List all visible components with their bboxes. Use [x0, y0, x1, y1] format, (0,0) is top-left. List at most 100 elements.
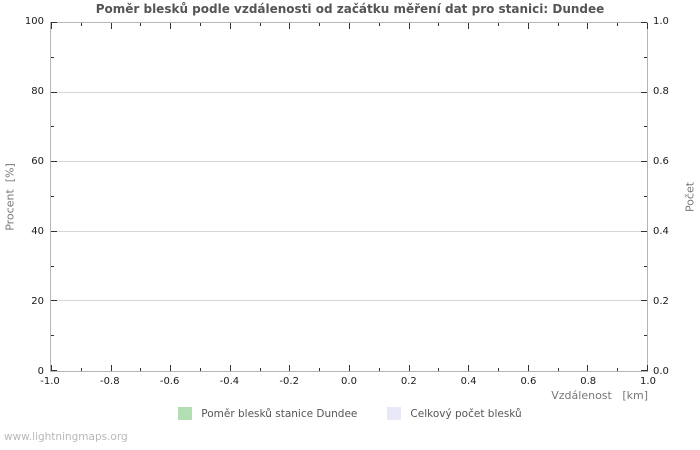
y2-axis-tick-label: 0.8	[653, 86, 669, 97]
y-major-tick	[51, 161, 57, 163]
x-minor-tick	[80, 23, 82, 26]
x-minor-tick	[617, 368, 619, 371]
y-minor-tick	[51, 335, 54, 337]
plot-area	[50, 22, 648, 372]
y-minor-tick	[644, 265, 647, 267]
y-major-tick	[641, 22, 647, 23]
x-major-tick	[110, 23, 112, 29]
x-major-tick	[527, 23, 529, 29]
x-minor-tick	[498, 368, 499, 371]
x-major-tick	[51, 23, 52, 29]
x-axis-tick-label: 0.8	[580, 376, 597, 387]
y-major-tick	[51, 370, 57, 371]
legend-swatch	[387, 407, 402, 420]
x-minor-tick	[200, 368, 201, 371]
y-gridline	[51, 91, 647, 93]
x-axis-tick-label: 1.0	[640, 376, 656, 387]
x-minor-tick	[557, 23, 559, 26]
x-minor-tick	[557, 368, 559, 371]
x-minor-tick	[378, 23, 380, 26]
x-axis-tick-label: -0.6	[159, 376, 180, 387]
y2-axis-tick-label: 0.0	[653, 366, 669, 377]
legend-swatch	[178, 407, 193, 420]
y-minor-tick	[51, 56, 54, 58]
y-major-tick	[51, 91, 57, 93]
x-major-tick	[408, 23, 410, 29]
x-axis-tick-label: 0.2	[400, 376, 417, 387]
legend-item-label: Poměr blesků stanice Dundee	[201, 407, 358, 420]
x-major-tick	[468, 23, 470, 29]
x-minor-tick	[259, 23, 261, 26]
y-major-tick	[641, 230, 647, 232]
x-axis-tick-label: 0.0	[341, 376, 357, 387]
x-major-tick	[408, 365, 410, 371]
x-minor-tick	[378, 368, 380, 371]
x-major-tick	[527, 365, 529, 371]
x-major-tick	[229, 23, 231, 29]
x-major-tick	[647, 23, 648, 29]
x-major-tick	[51, 365, 52, 371]
x-minor-tick	[140, 23, 142, 26]
x-minor-tick	[498, 23, 499, 26]
x-major-tick	[170, 23, 172, 29]
x-minor-tick	[319, 23, 321, 26]
x-axis-tick-label: -0.8	[100, 376, 120, 387]
x-axis-tick-label: -0.4	[219, 376, 240, 387]
x-major-tick	[349, 365, 350, 371]
y-gridline	[51, 300, 647, 302]
y-gridline	[51, 230, 647, 232]
legend-item-label: Celkový počet blesků	[410, 407, 522, 420]
legend-item: Poměr blesků stanice Dundee	[178, 407, 357, 420]
y-major-tick	[641, 300, 647, 302]
x-minor-tick	[438, 368, 440, 371]
x-major-tick	[468, 365, 470, 371]
y-minor-tick	[51, 265, 54, 267]
x-minor-tick	[200, 23, 201, 26]
y-major-tick	[641, 370, 647, 371]
x-minor-tick	[140, 368, 142, 371]
x-major-tick	[170, 365, 172, 371]
x-minor-tick	[438, 23, 440, 26]
y-major-tick	[51, 300, 57, 302]
y2-axis-tick-label: 0.4	[653, 226, 669, 237]
y-minor-tick	[51, 126, 54, 128]
y-major-tick	[51, 230, 57, 232]
y-minor-tick	[644, 126, 647, 128]
x-minor-tick	[319, 368, 321, 371]
y-axis-tick-label: 20	[31, 296, 44, 307]
x-major-tick	[349, 23, 350, 29]
y-axis-tick-label: 40	[31, 226, 44, 237]
x-major-tick	[229, 365, 231, 371]
x-minor-tick	[80, 368, 82, 371]
legend-item: Celkový počet blesků	[387, 407, 522, 420]
y-minor-tick	[644, 56, 647, 58]
y-gridline	[51, 161, 647, 163]
x-major-tick	[289, 23, 291, 29]
y-major-tick	[641, 91, 647, 93]
y-minor-tick	[644, 335, 647, 337]
y2-axis-tick-label: 0.6	[653, 156, 669, 167]
y-axis-label-left: Procent [%]	[3, 163, 17, 231]
x-axis-tick-label: 0.4	[460, 376, 477, 387]
x-axis-tick-label: -0.2	[279, 376, 299, 387]
y2-axis-tick-label: 1.0	[653, 16, 669, 27]
x-minor-tick	[259, 368, 261, 371]
y-minor-tick	[644, 196, 647, 197]
y-major-tick	[51, 22, 57, 23]
x-major-tick	[587, 365, 589, 371]
watermark-text: www.lightningmaps.org	[4, 431, 128, 443]
x-major-tick	[110, 365, 112, 371]
x-major-tick	[647, 365, 648, 371]
x-axis-tick-label: 0.6	[520, 376, 537, 387]
y-axis-tick-label: 60	[31, 156, 44, 167]
x-axis-tick-label: -1.0	[40, 376, 60, 387]
y-minor-tick	[51, 196, 54, 197]
x-major-tick	[289, 365, 291, 371]
legend: Poměr blesků stanice Dundee Celkový počet…	[0, 407, 700, 420]
y-axis-tick-label: 80	[31, 86, 44, 97]
y-axis-tick-label: 100	[24, 16, 44, 27]
chart-title: Poměr blesků podle vzdálenosti od začátk…	[95, 2, 605, 16]
x-axis-label: Vzdálenost [km]	[551, 389, 648, 402]
x-major-tick	[587, 23, 589, 29]
